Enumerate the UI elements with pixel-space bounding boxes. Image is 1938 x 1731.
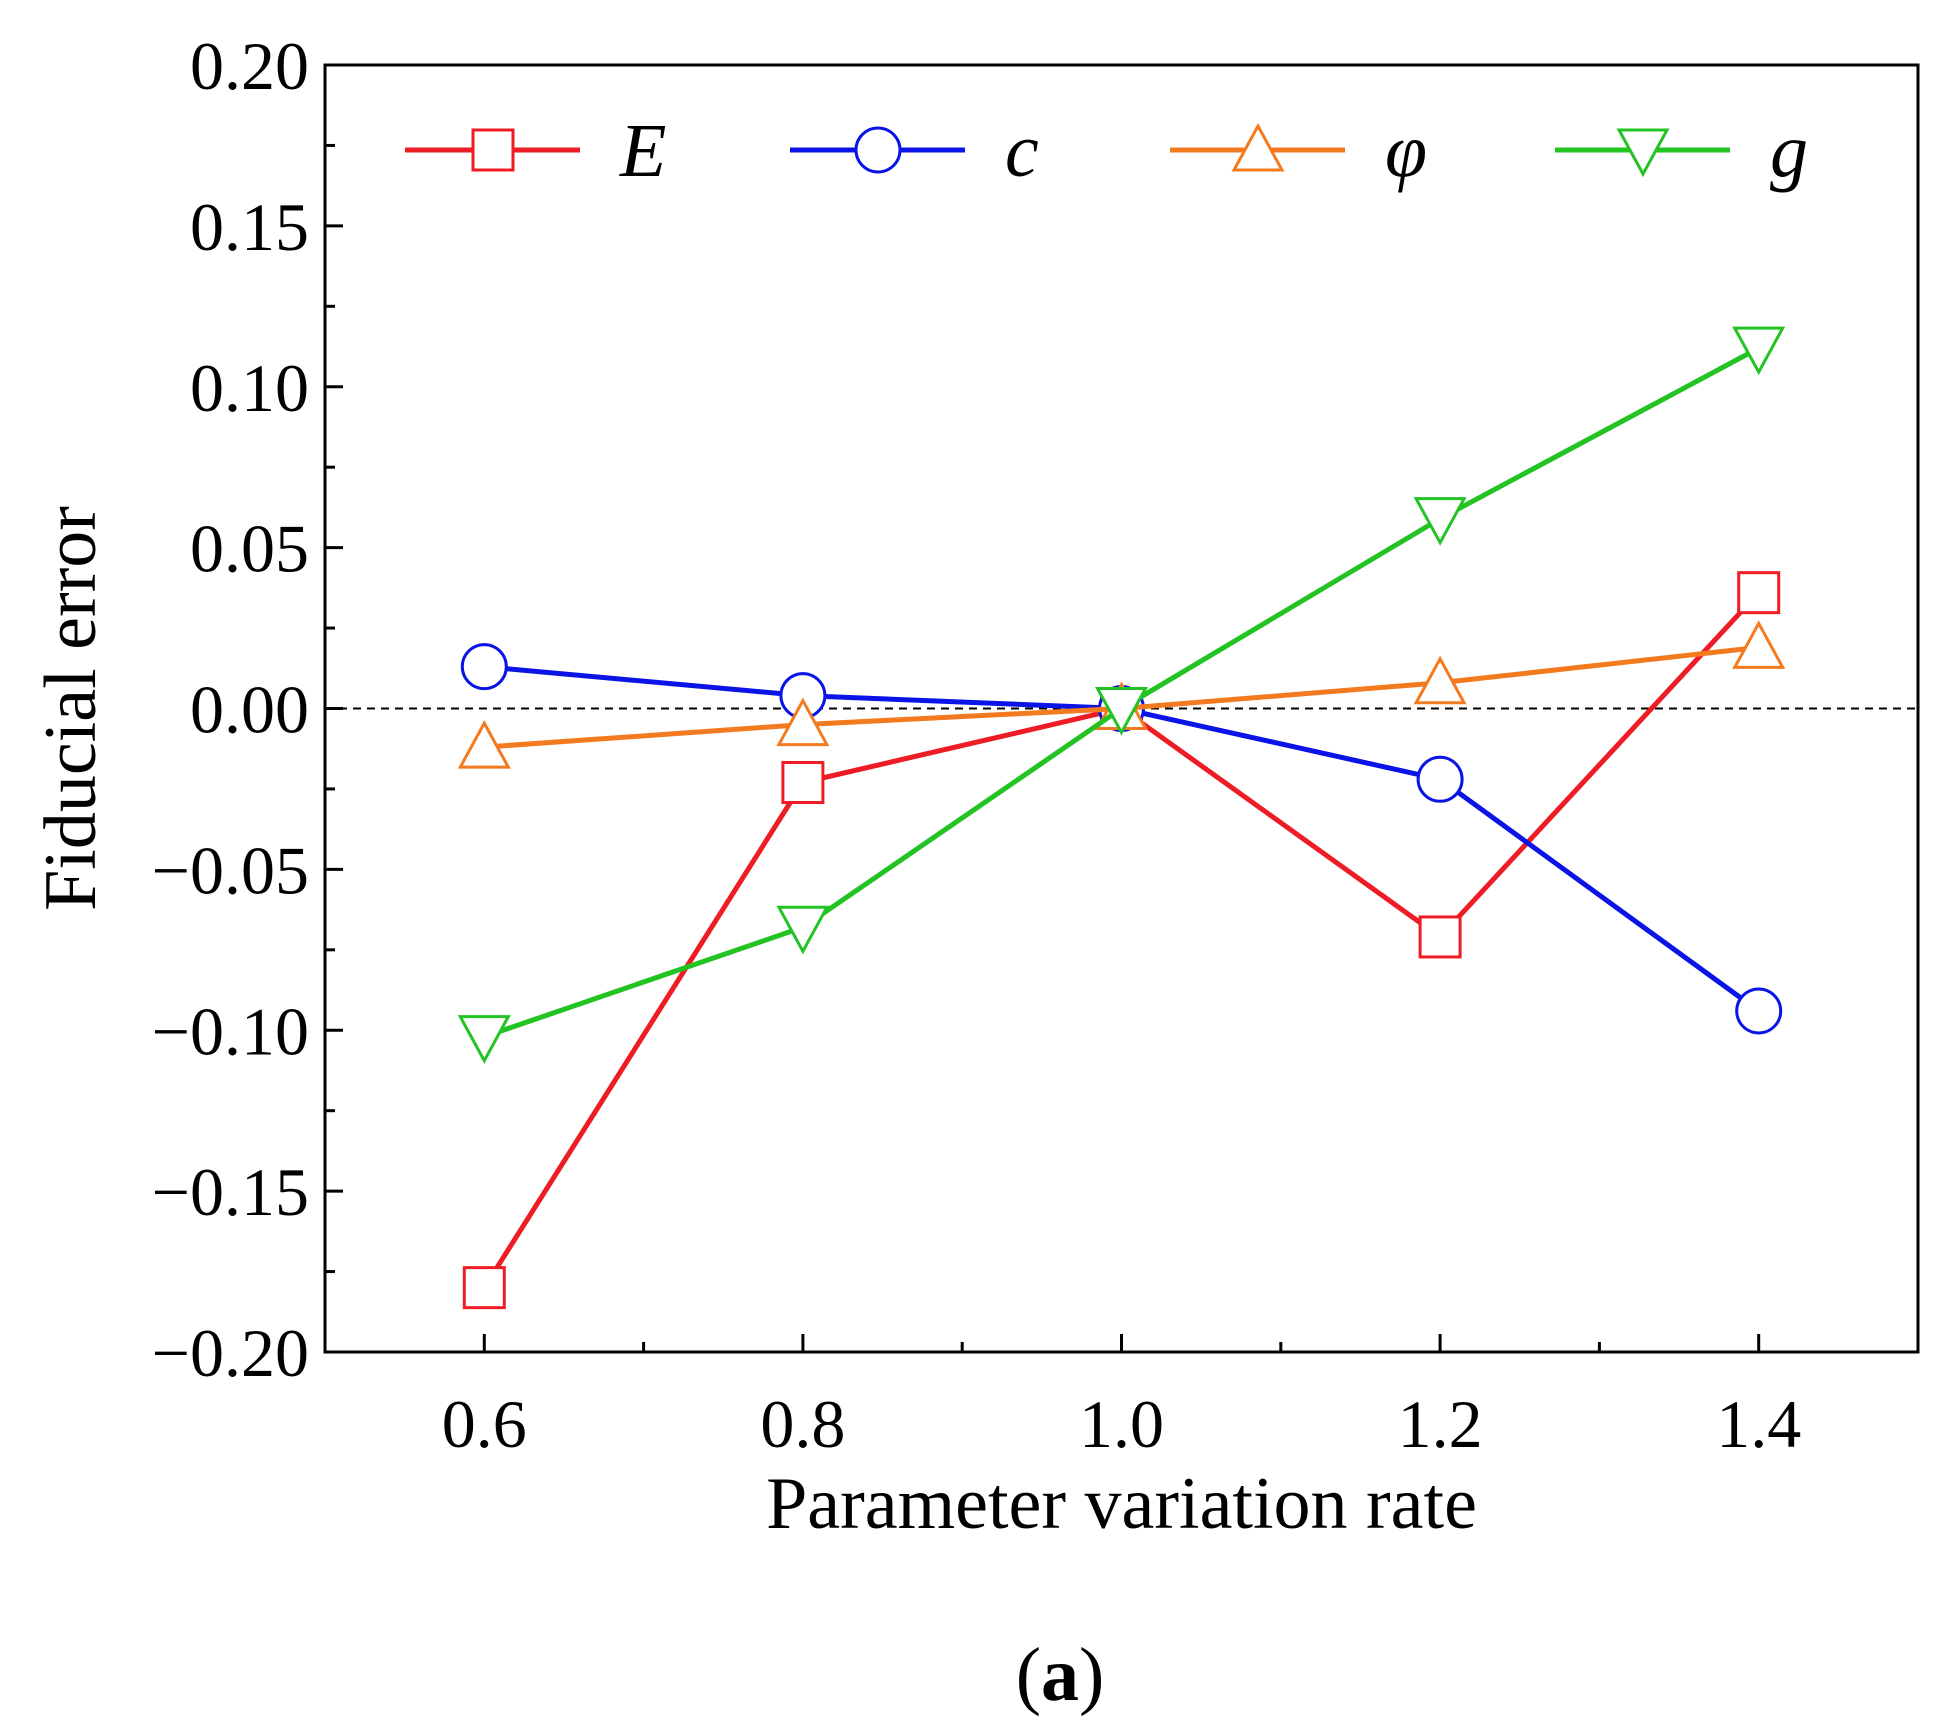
y-axis-title: Fiducial error [30,506,112,911]
x-tick-label: 1.0 [1079,1386,1164,1462]
y-tick-label: 0.10 [190,350,309,426]
data-point [776,697,830,747]
y-tick-label: −0.10 [152,993,309,1069]
data-point [776,905,830,955]
y-tick-label: −0.05 [152,832,309,908]
legend-marker [1616,128,1670,178]
legend-marker [1231,122,1285,172]
x-tick-label: 1.2 [1398,1386,1483,1462]
x-tick-label: 0.6 [442,1386,527,1462]
data-point [462,1266,506,1310]
legend-marker [471,128,515,172]
data-point [1418,915,1462,959]
legend-label: E [619,109,666,193]
data-point [460,643,508,691]
y-tick-label: 0.05 [190,511,309,587]
data-point [1416,755,1464,803]
data-point [1732,620,1786,669]
caption-letter: a [1041,1633,1079,1717]
legend-label: g [1770,109,1808,193]
legend-item: E [405,109,666,193]
data-point [781,761,825,805]
figure-caption: (a) [1016,1633,1105,1717]
y-tick-label: 0.00 [190,672,309,748]
x-tick-label: 1.4 [1716,1386,1801,1462]
legend-item: c [790,109,1039,193]
y-tick-label: 0.15 [190,189,309,265]
legend-label: φ [1385,109,1427,193]
legend-marker [854,126,902,174]
data-point [1094,687,1149,736]
caption-close-paren: ) [1079,1633,1104,1717]
data-point [1737,571,1781,615]
x-tick-label: 0.8 [760,1386,845,1462]
caption-open-paren: ( [1016,1633,1041,1717]
series-4 [457,326,1786,1064]
y-tick-label: −0.20 [152,1315,309,1391]
data-point [1413,497,1467,546]
data-point [457,719,511,769]
legend-item: g [1555,109,1808,193]
data-point [457,1015,511,1064]
data-point [1732,326,1786,376]
data-point [1735,987,1783,1035]
legend-item: φ [1170,109,1427,193]
y-tick-label: −0.15 [152,1154,309,1230]
y-tick-label: 0.20 [190,28,309,104]
legend-label: c [1005,109,1039,193]
x-axis-title: Parameter variation rate [766,1463,1477,1545]
data-point [1413,655,1467,705]
